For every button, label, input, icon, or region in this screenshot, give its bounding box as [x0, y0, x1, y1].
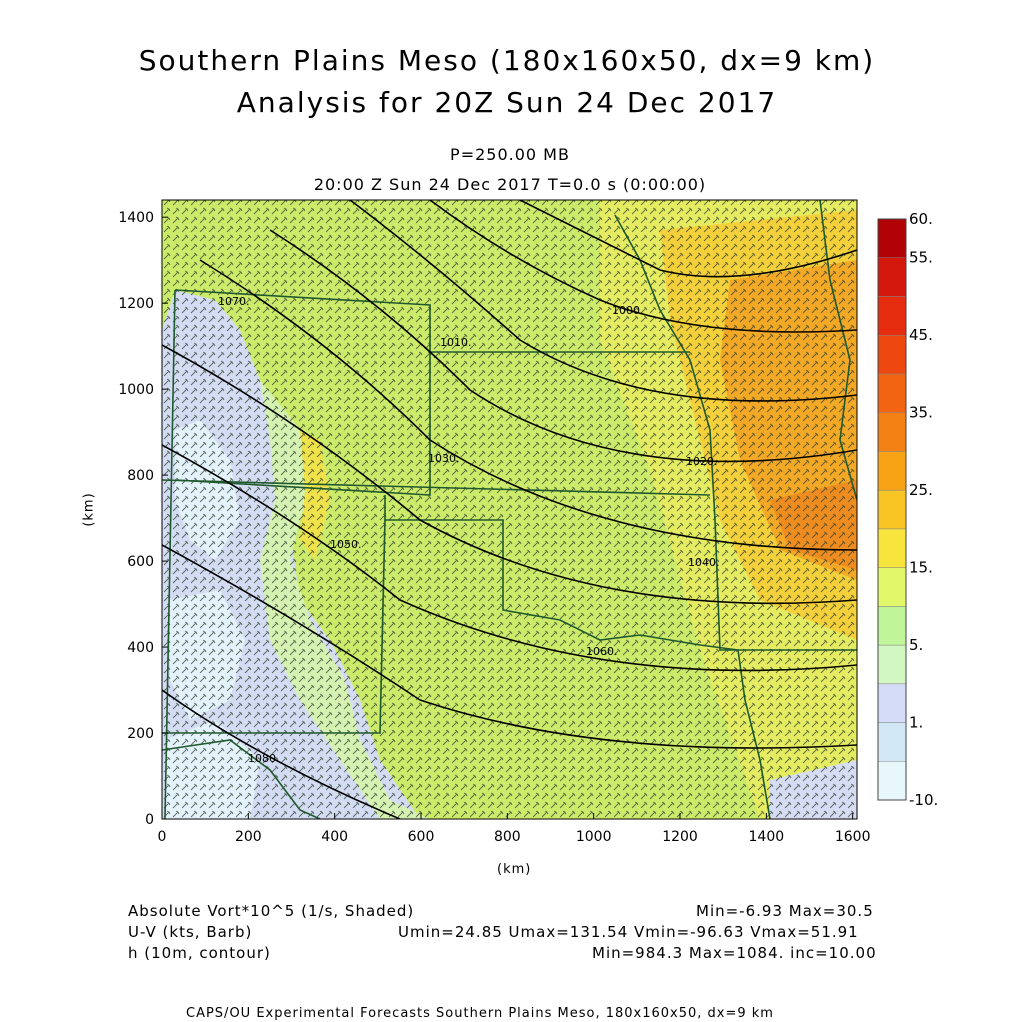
contour-label-1070: 1070.: [218, 295, 250, 308]
contour-label-1030: 1030.: [428, 452, 460, 465]
contour-1080: [162, 689, 401, 819]
state-border-kansas-oklahoma: [162, 479, 711, 496]
colorbar-label: 45.: [909, 326, 933, 344]
title-line-2: Analysis for 20Z Sun 24 Dec 2017: [236, 86, 778, 119]
footer-stats-vorticity: Min=-6.93 Max=30.5: [696, 902, 874, 920]
colorbar-swatch: [877, 528, 907, 568]
x-tick-label: 800: [494, 829, 521, 845]
wind-barb-field: [162, 200, 857, 819]
y-axis-label: (km): [81, 492, 97, 527]
footer-credit: CAPS/OU Experimental Forecasts Southern …: [186, 1006, 774, 1021]
colorbar-swatch: [877, 606, 907, 646]
plot-frame: [161, 199, 858, 820]
contour-1060: [162, 444, 857, 672]
y-tick-label: 800: [127, 468, 154, 484]
state-border-texas-mexico: [162, 739, 321, 819]
axis-ticks: [161, 216, 854, 820]
colorbar-swatch: [877, 683, 907, 723]
footer-field-wind: U-V (kts, Barb): [128, 923, 253, 941]
y-tick-label: 200: [127, 726, 154, 742]
contour-label-1060: 1060.: [586, 645, 618, 658]
x-tick-label: 1400: [749, 829, 785, 845]
colorbar-label: 15.: [909, 559, 933, 577]
contour-1010: [429, 200, 857, 333]
map-area: 1000. 1010. 1020. 1030. 1040. 1050. 1060…: [162, 200, 857, 819]
state-border-new-mexico-texas: [162, 519, 386, 734]
colorbar-label: -10.: [909, 791, 938, 809]
colorbar-swatch: [877, 296, 907, 336]
contour-1030: [269, 229, 857, 463]
colorbar-label: 5.: [909, 636, 923, 654]
colorbar-swatch: [877, 644, 907, 685]
state-border-mississippi-river: [819, 200, 857, 501]
y-tick-label: 1000: [118, 382, 154, 398]
contour-label-1080: 1080.: [248, 752, 280, 765]
colorbar-swatch: [877, 334, 907, 375]
colorbar-label: 1.: [909, 714, 923, 732]
contour-labels: 1000. 1010. 1020. 1030. 1040. 1050. 1060…: [218, 295, 720, 765]
x-tick-label: 0: [158, 829, 167, 845]
colorbar-swatch: [877, 373, 907, 413]
colorbar-swatch: [877, 761, 907, 801]
x-tick-label: 200: [235, 829, 262, 845]
contour-1020: [349, 200, 857, 402]
state-border-oklahoma-panhandle: [384, 495, 739, 651]
colorbar-label: 60.: [909, 210, 933, 228]
colorbar-swatch: [877, 722, 907, 762]
contour-1070: [162, 544, 857, 749]
title-line-1: Southern Plains Meso (180x160x50, dx=9 k…: [138, 44, 876, 77]
level-label: P=250.00 MB: [450, 145, 570, 164]
colorbar: [877, 218, 907, 801]
contour-label-1040: 1040.: [688, 556, 720, 569]
valid-time-label: 20:00 Z Sun 24 Dec 2017 T=0.0 s (0:00:00…: [313, 175, 707, 194]
x-tick-label: 1600: [835, 829, 871, 845]
state-border-nm-west: [164, 289, 176, 819]
colorbar-swatch: [877, 218, 907, 258]
state-border-missouri: [614, 214, 771, 819]
contour-label-1050: 1050.: [330, 538, 362, 551]
y-tick-label: 0: [145, 812, 154, 828]
contour-label-1010: 1010.: [440, 336, 472, 349]
colorbar-frame: [877, 218, 907, 801]
colorbar-label: 35.: [909, 404, 933, 422]
y-tick-label: 1400: [118, 210, 154, 226]
x-tick-label: 400: [321, 829, 348, 845]
y-tick-label: 400: [127, 640, 154, 656]
contour-label-1000: 1000.: [612, 304, 644, 317]
colorbar-swatch: [877, 489, 907, 530]
colorbar-label: 25.: [909, 481, 933, 499]
x-tick-label: 1000: [576, 829, 612, 845]
colorbar-swatch: [877, 412, 907, 452]
contour-label-1020: 1020.: [686, 455, 718, 468]
footer-stats-height: Min=984.3 Max=1084. inc=10.00: [592, 944, 877, 962]
y-tick-label: 1200: [118, 296, 154, 312]
colorbar-swatch: [877, 451, 907, 491]
axis-tick-labels: 0 200 400 600 800 1000 1200 1400 1600 0 200 400 600 8…: [118, 210, 870, 845]
contour-1000: [519, 200, 857, 278]
contour-1050: [162, 344, 857, 605]
footer-field-vorticity: Absolute Vort*10^5 (1/s, Shaded): [128, 902, 415, 920]
colorbar-label: 55.: [909, 249, 933, 267]
colorbar-swatch: [877, 567, 907, 607]
footer-stats-wind: Umin=24.85 Umax=131.54 Vmin=-96.63 Vmax=…: [398, 923, 859, 941]
colorbar-swatch: [877, 257, 907, 297]
contour-1040: [199, 259, 857, 551]
state-border-colorado-kansas: [174, 289, 431, 496]
footer-field-height: h (10m, contour): [128, 944, 271, 962]
colorbar-labels: 60. 55. 45. 35. 25. 15. 5. 1. -10.: [909, 210, 938, 809]
x-tick-label: 1200: [662, 829, 698, 845]
y-tick-label: 600: [127, 554, 154, 570]
x-axis-label: (km): [497, 862, 532, 877]
x-tick-label: 600: [408, 829, 435, 845]
